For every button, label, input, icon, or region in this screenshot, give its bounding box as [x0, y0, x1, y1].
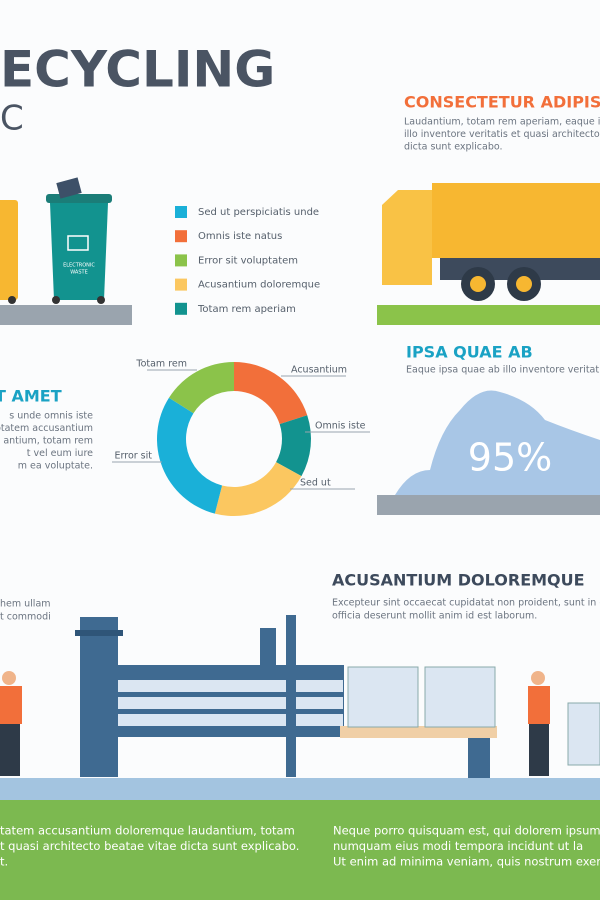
- bin-device: [56, 177, 82, 199]
- footer-line: Ut enim ad minima veniam, quis nostrum e…: [333, 855, 600, 869]
- footer-line: numquam eius modi tempora incidunt ut la: [333, 839, 583, 853]
- donut-segment: [234, 362, 308, 425]
- paragraph-line: hem ullam: [0, 599, 51, 610]
- footer-line: tatem accusantium doloremque laudantium,…: [0, 824, 295, 838]
- bin-base: [0, 305, 132, 325]
- footer: [0, 800, 600, 900]
- paragraph-line: officia deserunt mollit anim id est labo…: [332, 611, 537, 622]
- bin-icon: [67, 235, 89, 251]
- worker: [0, 671, 22, 776]
- ground: [0, 778, 600, 800]
- truck-body: [432, 183, 600, 258]
- donut-segment: [276, 415, 312, 477]
- donut-label: Omnis iste: [315, 421, 366, 432]
- donut-label: Totam rem: [135, 359, 187, 370]
- bin-label: ELECTRONIC: [63, 263, 95, 269]
- machine: [75, 630, 123, 636]
- table-leg: [468, 738, 490, 778]
- bale: [118, 697, 343, 709]
- pipe: [260, 628, 276, 668]
- hub: [470, 276, 486, 292]
- pipe: [286, 615, 296, 777]
- table: [340, 726, 497, 738]
- bale: [567, 702, 600, 766]
- truck-back: [382, 190, 432, 285]
- legend-swatch: [175, 278, 187, 291]
- bale: [347, 666, 419, 728]
- paragraph-line: Eaque ipsa quae ab illo inventore verita…: [406, 365, 600, 376]
- section-title: IPSA QUAE AB: [406, 343, 533, 362]
- paragraph-line: Excepteur sint occaecat cupidatat non pr…: [332, 598, 600, 609]
- subtitle: C: [0, 99, 24, 139]
- base: [377, 495, 600, 515]
- yellow-bin: [0, 200, 18, 300]
- legend-label: Error sit voluptatem: [198, 255, 298, 266]
- legend-swatch: [175, 302, 187, 315]
- title: ECYCLING: [0, 41, 275, 99]
- paragraph-line: antium, totam rem: [3, 436, 93, 447]
- donut-label: Acusantium: [291, 365, 347, 376]
- donut-segment: [214, 462, 302, 517]
- paragraph-line: m ea voluptate.: [18, 461, 93, 472]
- wheel: [97, 296, 105, 304]
- donut-segment: [168, 362, 234, 414]
- donut-segment: [157, 397, 223, 514]
- paragraph-line: otatem accusantium: [0, 423, 93, 434]
- paragraph-line: Laudantium, totam rem aperiam, eaque i: [404, 117, 600, 128]
- legend-label: Sed ut perspiciatis unde: [198, 207, 319, 218]
- paragraph-line: dicta sunt explicabo.: [404, 142, 503, 153]
- paragraph-line: t vel eum iure: [27, 448, 93, 459]
- donut-label: Error sit: [115, 451, 153, 462]
- hub: [516, 276, 532, 292]
- footer-line: t.: [0, 855, 8, 869]
- wheel: [52, 296, 60, 304]
- wheel: [8, 296, 16, 304]
- legend-label: Totam rem aperiam: [197, 304, 296, 315]
- bale: [118, 680, 343, 692]
- bin-lid: [46, 194, 112, 203]
- section-title: T AMET: [0, 387, 62, 406]
- footer-line: Neque porro quisquam est, qui dolorem ip…: [333, 824, 600, 838]
- pile: [395, 390, 600, 495]
- bale: [424, 666, 496, 728]
- paragraph-line: t commodi: [0, 612, 51, 623]
- legend-swatch: [175, 206, 187, 218]
- worker: [528, 671, 550, 776]
- section-title: ACUSANTIUM DOLOREMQUE: [332, 571, 585, 590]
- footer-line: t quasi architecto beatae vitae dicta su…: [0, 839, 299, 853]
- stat: 95%: [468, 436, 552, 480]
- bin-label: WASTE: [70, 270, 87, 276]
- grass: [377, 305, 600, 325]
- donut-label: Sed ut: [300, 478, 331, 489]
- paragraph-line: illo inventore veritatis et quasi archit…: [404, 129, 600, 140]
- legend-swatch: [175, 254, 187, 267]
- green-bin: [50, 203, 108, 300]
- section-title: CONSECTETUR ADIPIS: [404, 93, 600, 112]
- legend-swatch: [175, 230, 187, 243]
- paragraph-line: s unde omnis iste: [9, 411, 93, 422]
- legend-label: Omnis iste natus: [198, 231, 282, 242]
- bale: [118, 714, 343, 726]
- legend-label: Acusantium doloremque: [198, 280, 320, 291]
